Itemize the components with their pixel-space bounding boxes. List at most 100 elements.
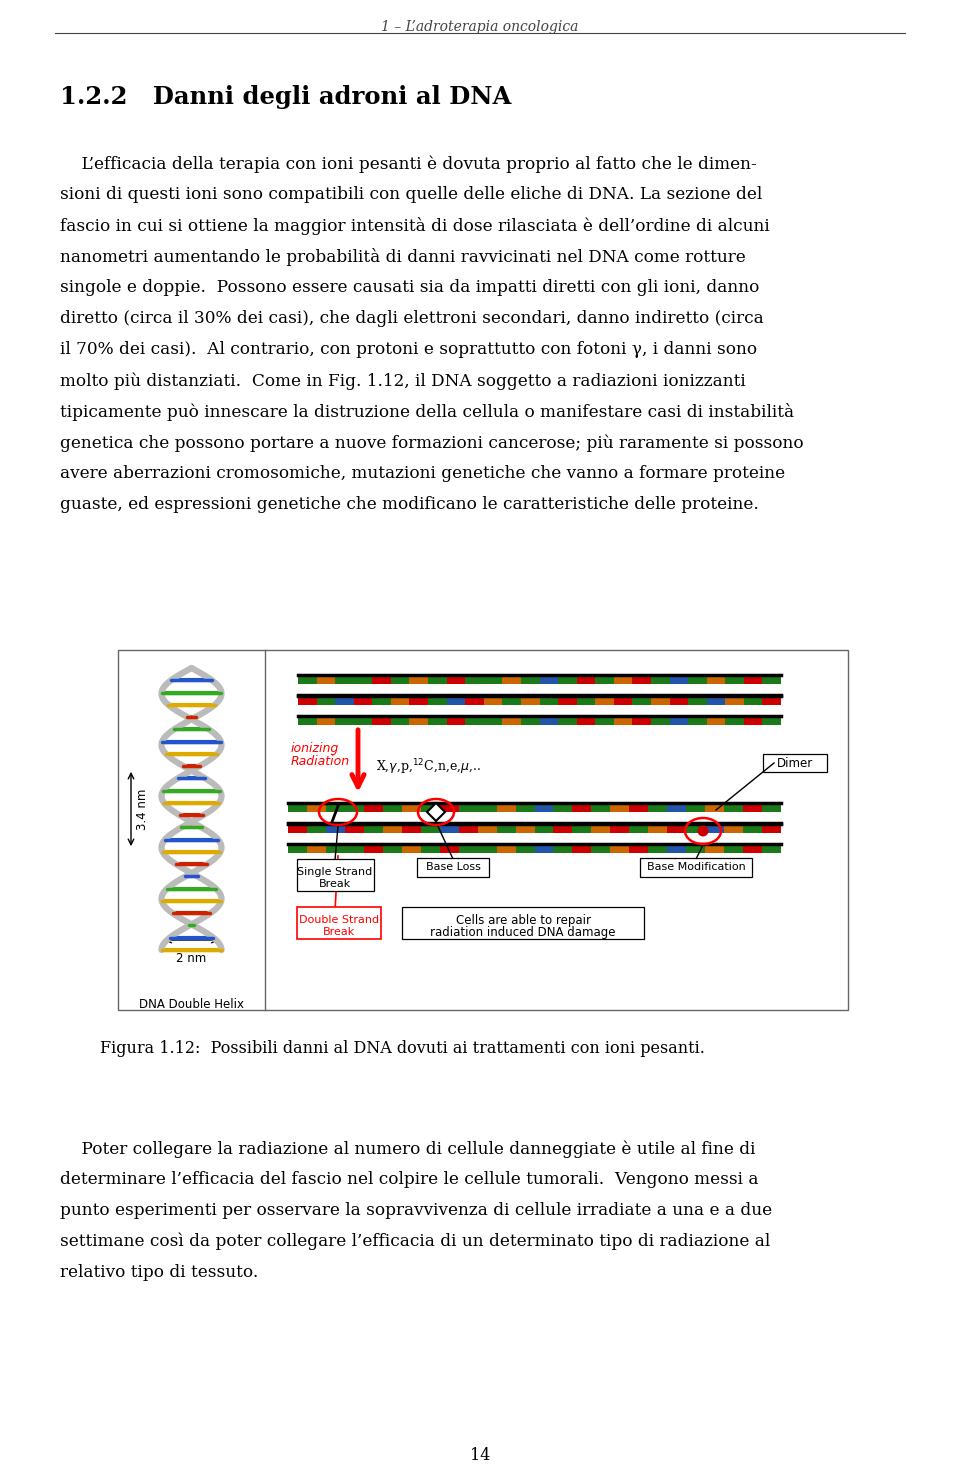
Bar xyxy=(633,716,651,725)
Bar xyxy=(446,675,466,684)
Bar xyxy=(577,695,595,704)
Bar xyxy=(577,675,595,684)
Bar xyxy=(428,675,446,684)
Circle shape xyxy=(698,826,708,836)
Text: settimane così da poter collegare l’efficacia di un determinato tipo di radiazio: settimane così da poter collegare l’effi… xyxy=(60,1233,770,1251)
Bar xyxy=(298,695,317,706)
Bar xyxy=(502,695,521,704)
Bar xyxy=(535,823,554,832)
Bar xyxy=(484,675,502,684)
Bar xyxy=(648,844,667,853)
Bar xyxy=(502,675,521,684)
Bar xyxy=(391,695,410,706)
Bar xyxy=(345,823,364,832)
Bar xyxy=(372,716,391,725)
Bar xyxy=(372,695,391,704)
Bar xyxy=(307,803,326,811)
Bar xyxy=(535,825,554,833)
Bar xyxy=(484,716,502,725)
Bar xyxy=(591,823,611,832)
Bar xyxy=(707,675,725,684)
Bar xyxy=(762,825,781,833)
Bar xyxy=(383,803,402,811)
Bar xyxy=(724,803,743,811)
Bar xyxy=(466,695,484,706)
Bar xyxy=(516,844,535,853)
Bar xyxy=(688,695,707,706)
Bar xyxy=(364,844,383,853)
Bar xyxy=(502,716,521,725)
Text: Radiation: Radiation xyxy=(291,756,350,767)
Bar xyxy=(595,716,613,725)
Bar xyxy=(591,825,611,833)
Bar xyxy=(577,695,595,706)
Bar xyxy=(724,844,743,853)
Bar xyxy=(558,716,577,725)
Bar xyxy=(410,716,428,725)
Text: radiation induced DNA damage: radiation induced DNA damage xyxy=(430,926,615,938)
Bar xyxy=(558,695,577,706)
Text: molto più distanziati.  Come in Fig. 1.12, il DNA soggetto a radiazioni ionizzan: molto più distanziati. Come in Fig. 1.12… xyxy=(60,372,746,390)
Bar xyxy=(725,716,744,725)
Bar xyxy=(317,716,335,725)
Text: 2 nm: 2 nm xyxy=(177,953,206,964)
Bar xyxy=(317,695,335,704)
Text: genetica che possono portare a nuove formazioni cancerose; più raramente si poss: genetica che possono portare a nuove for… xyxy=(60,434,804,451)
Bar xyxy=(611,803,630,811)
Bar xyxy=(743,825,762,833)
Bar xyxy=(428,716,446,725)
Bar xyxy=(391,695,410,704)
Bar xyxy=(118,650,848,1010)
Bar xyxy=(572,803,591,811)
Text: nanometri aumentando le probabilità di danni ravvicinati nel DNA come rotture: nanometri aumentando le probabilità di d… xyxy=(60,248,746,266)
Bar xyxy=(459,803,478,811)
Bar xyxy=(353,695,372,706)
Bar xyxy=(288,803,307,811)
FancyBboxPatch shape xyxy=(417,858,489,878)
Text: 1.2.2   Danni degli adroni al DNA: 1.2.2 Danni degli adroni al DNA xyxy=(60,85,512,109)
Bar xyxy=(669,695,688,706)
Bar xyxy=(706,844,724,853)
Bar xyxy=(686,803,706,811)
Bar xyxy=(478,844,496,853)
FancyBboxPatch shape xyxy=(640,858,752,878)
Bar xyxy=(707,716,725,725)
Bar xyxy=(744,675,762,684)
Bar xyxy=(633,695,651,706)
Bar xyxy=(669,695,688,704)
Bar xyxy=(496,825,516,833)
Bar xyxy=(364,823,383,832)
Bar xyxy=(420,844,440,853)
Text: X,$\gamma$,p,$^{12}$C,n,e,$\mu$,..: X,$\gamma$,p,$^{12}$C,n,e,$\mu$,.. xyxy=(376,757,481,776)
Bar xyxy=(725,695,744,704)
Bar xyxy=(478,803,496,811)
Bar xyxy=(326,825,345,833)
Bar xyxy=(688,695,707,704)
Text: tipicamente può innescare la distruzione della cellula o manifestare casi di ins: tipicamente può innescare la distruzione… xyxy=(60,403,794,420)
Bar xyxy=(724,823,743,832)
Polygon shape xyxy=(427,803,445,822)
Bar xyxy=(667,844,686,853)
Text: Break: Break xyxy=(319,879,351,889)
Bar xyxy=(484,695,502,704)
Bar xyxy=(707,695,725,706)
Bar xyxy=(459,844,478,853)
Text: guaste, ed espressioni genetiche che modificano le caratteristiche delle protein: guaste, ed espressioni genetiche che mod… xyxy=(60,495,758,513)
Bar xyxy=(540,716,558,725)
Bar xyxy=(428,695,446,704)
Text: fascio in cui si ottiene la maggior intensità di dose rilasciata è dell’ordine d: fascio in cui si ottiene la maggior inte… xyxy=(60,218,770,235)
Bar xyxy=(516,803,535,811)
FancyBboxPatch shape xyxy=(763,754,827,772)
Bar xyxy=(558,675,577,684)
Bar xyxy=(688,675,707,684)
Text: 1 – L’adroterapia oncologica: 1 – L’adroterapia oncologica xyxy=(381,21,579,34)
Bar xyxy=(535,803,554,811)
Bar xyxy=(725,675,744,684)
Bar xyxy=(307,823,326,832)
Bar xyxy=(496,844,516,853)
Bar xyxy=(326,803,345,811)
Bar xyxy=(288,823,307,832)
Bar xyxy=(440,825,459,833)
Bar xyxy=(521,675,540,684)
Text: punto esperimenti per osservare la sopravvivenza di cellule irradiate a una e a : punto esperimenti per osservare la sopra… xyxy=(60,1202,772,1219)
